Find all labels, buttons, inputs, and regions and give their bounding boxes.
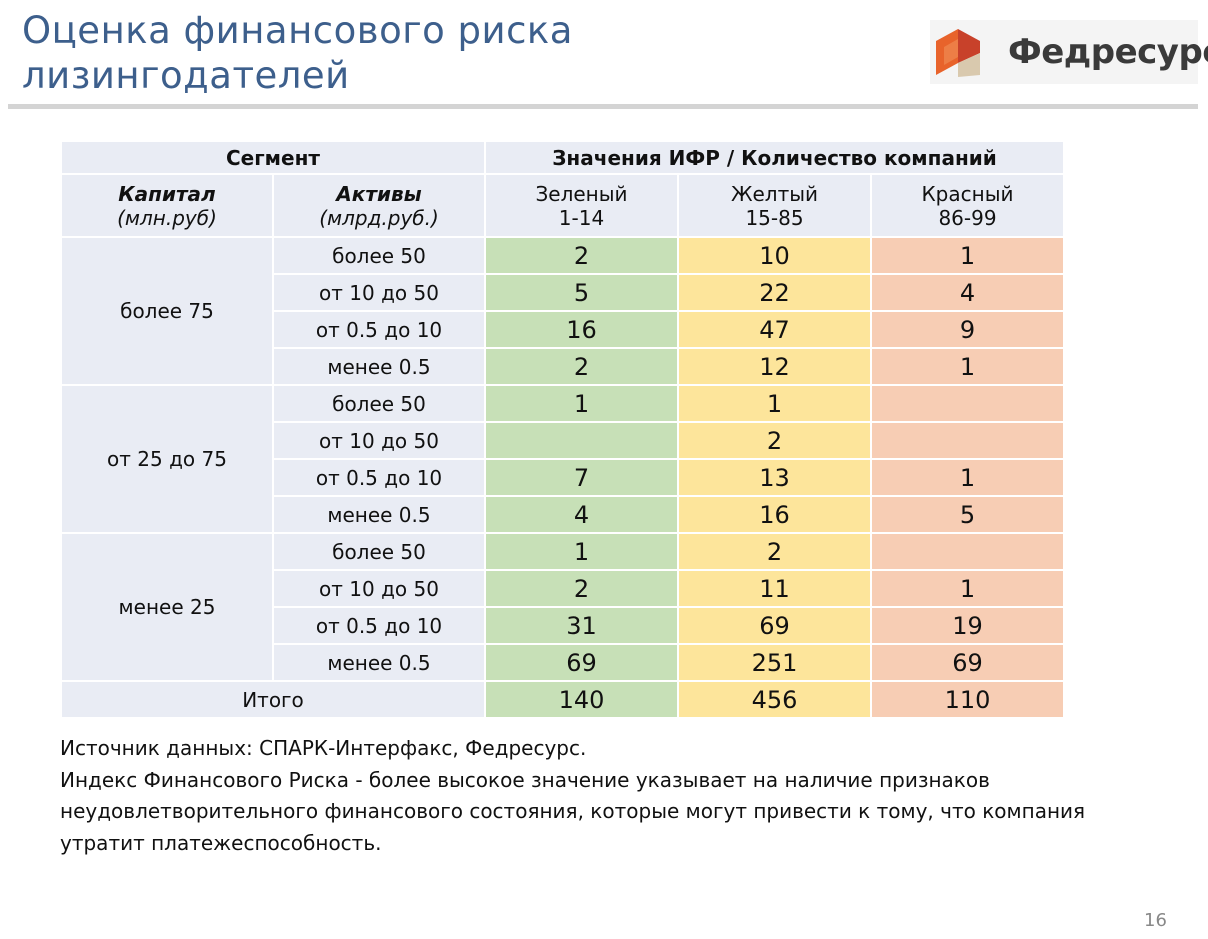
total-row: Итого 140 456 110 — [60, 680, 1065, 719]
yellow-count-cell: 2 — [677, 421, 872, 460]
table-row: менее 0.5 2 12 1 — [61, 347, 1065, 386]
capital-header-label: Капитал — [118, 181, 216, 206]
assets-cell: более 50 — [272, 236, 486, 275]
yellow-count-cell: 2 — [677, 532, 872, 571]
values-header: Значения ИФР / Количество компаний — [484, 140, 1065, 175]
green-count-cell: 7 — [484, 458, 679, 497]
assets-cell: от 10 до 50 — [272, 273, 486, 312]
red-column-header: Красный 86-99 — [870, 173, 1065, 238]
red-count-cell: 1 — [870, 458, 1065, 497]
assets-cell: от 0.5 до 10 — [272, 458, 486, 497]
page-title-line1: Оценка финансового риска — [22, 9, 573, 52]
assets-cell: менее 0.5 — [272, 347, 486, 386]
logo-text: Федресурс — [1008, 32, 1208, 72]
table-row: от 0.5 до 10 31 69 19 — [61, 606, 1065, 645]
green-total-cell: 140 — [484, 680, 679, 719]
red-count-cell: 69 — [870, 643, 1065, 682]
green-count-cell: 1 — [484, 532, 679, 571]
assets-cell: от 10 до 50 — [272, 569, 486, 608]
capital-segment-cell: менее 25 — [60, 532, 274, 682]
yellow-count-cell: 11 — [677, 569, 872, 608]
assets-cell: от 10 до 50 — [272, 421, 486, 460]
green-count-cell: 31 — [484, 606, 679, 645]
yellow-count-cell: 10 — [677, 236, 872, 275]
red-total-cell: 110 — [870, 680, 1065, 719]
table-row: менее 25 более 50 1 2 — [60, 532, 1065, 682]
red-count-cell: 5 — [870, 495, 1065, 534]
assets-cell: от 0.5 до 10 — [272, 606, 486, 645]
risk-table: Сегмент Значения ИФР / Количество компан… — [60, 140, 1065, 719]
table-row: менее 0.5 69 251 69 — [61, 643, 1065, 682]
green-column-name: Зеленый — [535, 181, 628, 206]
red-count-cell: 1 — [870, 347, 1065, 386]
source-note: Источник данных: СПАРК-Интерфакс, Федрес… — [60, 736, 587, 760]
assets-cell: от 0.5 до 10 — [272, 310, 486, 349]
capital-header-unit: (млн.руб) — [117, 205, 217, 230]
red-count-cell — [870, 384, 1065, 423]
table-row: от 10 до 50 2 11 1 — [61, 569, 1065, 608]
assets-cell: более 50 — [272, 532, 486, 571]
red-count-cell: 4 — [870, 273, 1065, 312]
table-row: менее 0.5 4 16 5 — [61, 495, 1065, 534]
page-number: 16 — [1144, 910, 1167, 931]
yellow-count-cell: 16 — [677, 495, 872, 534]
green-column-header: Зеленый 1-14 — [484, 173, 679, 238]
green-count-cell: 69 — [484, 643, 679, 682]
table-row: от 0.5 до 10 16 47 9 — [61, 310, 1065, 349]
green-count-cell: 4 — [484, 495, 679, 534]
table-row: от 10 до 50 2 — [61, 421, 1065, 460]
page-title: Оценка финансового риска лизингодателей — [22, 8, 822, 98]
red-count-cell: 19 — [870, 606, 1065, 645]
table-row: от 25 до 75 более 50 1 1 — [60, 384, 1065, 534]
green-count-cell: 2 — [484, 236, 679, 275]
yellow-count-cell: 1 — [677, 384, 872, 423]
green-count-cell: 16 — [484, 310, 679, 349]
yellow-total-cell: 456 — [677, 680, 872, 719]
green-column-range: 1-14 — [558, 205, 605, 230]
assets-header-unit: (млрд.руб.) — [319, 205, 439, 230]
assets-cell: менее 0.5 — [272, 643, 486, 682]
red-column-range: 86-99 — [938, 205, 997, 230]
assets-header-label: Активы — [336, 181, 422, 206]
total-label: Итого — [60, 680, 486, 719]
yellow-column-range: 15-85 — [745, 205, 804, 230]
fedresurs-logo: Федресурс — [930, 20, 1208, 84]
red-count-cell — [870, 532, 1065, 571]
table-row: от 10 до 50 5 22 4 — [61, 273, 1065, 312]
assets-cell: более 50 — [272, 384, 486, 423]
red-count-cell: 1 — [870, 569, 1065, 608]
yellow-count-cell: 13 — [677, 458, 872, 497]
capital-segment-cell: от 25 до 75 — [60, 384, 274, 534]
yellow-column-header: Желтый 15-85 — [677, 173, 872, 238]
yellow-count-cell: 47 — [677, 310, 872, 349]
yellow-count-cell: 12 — [677, 347, 872, 386]
table-row: более 75 более 50 2 10 1 — [60, 236, 1065, 386]
red-count-cell: 9 — [870, 310, 1065, 349]
green-count-cell: 2 — [484, 347, 679, 386]
yellow-count-cell: 251 — [677, 643, 872, 682]
assets-cell: менее 0.5 — [272, 495, 486, 534]
table-row: от 0.5 до 10 7 13 1 — [61, 458, 1065, 497]
page-title-line2: лизингодателей — [22, 54, 350, 97]
index-definition-note: Индекс Финансового Риска - более высокое… — [60, 767, 1086, 855]
green-count-cell: 2 — [484, 569, 679, 608]
yellow-count-cell: 69 — [677, 606, 872, 645]
red-count-cell: 1 — [870, 236, 1065, 275]
capital-segment-cell: более 75 — [60, 236, 274, 386]
segment-header: Сегмент — [60, 140, 486, 175]
assets-header: Активы (млрд.руб.) — [272, 173, 486, 238]
green-count-cell: 5 — [484, 273, 679, 312]
capital-header: Капитал (млн.руб) — [60, 173, 274, 238]
green-count-cell — [484, 421, 679, 460]
title-divider — [8, 104, 1198, 109]
notes: Источник данных: СПАРК-Интерфакс, Федрес… — [60, 733, 1110, 859]
red-count-cell — [870, 421, 1065, 460]
red-column-name: Красный — [921, 181, 1014, 206]
yellow-column-name: Желтый — [730, 181, 819, 206]
green-count-cell: 1 — [484, 384, 679, 423]
fedresurs-logo-icon — [936, 29, 980, 77]
yellow-count-cell: 22 — [677, 273, 872, 312]
